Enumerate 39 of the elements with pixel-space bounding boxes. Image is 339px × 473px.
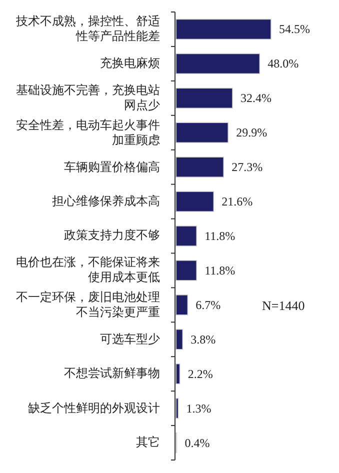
- data-label: 1.3%: [186, 401, 212, 416]
- bar: [176, 294, 188, 316]
- bar: [176, 363, 180, 384]
- y-tick-label: 政策支持力度不够: [63, 227, 160, 244]
- bar: [176, 122, 229, 144]
- data-label: 27.3%: [232, 160, 263, 174]
- y-tick-label: 其它: [135, 434, 160, 452]
- bar: [176, 398, 179, 419]
- bar: [176, 328, 184, 350]
- data-label: 29.9%: [236, 126, 268, 140]
- bar: [176, 191, 214, 212]
- y-tick-label: 充换电麻烦: [99, 55, 160, 72]
- data-label: 54.5%: [279, 22, 310, 36]
- y-tick-label: 安全性差，电动车起火事件加重顾虑: [15, 116, 160, 149]
- data-label: 32.4%: [240, 91, 272, 106]
- data-label: 11.8%: [204, 263, 236, 278]
- data-label: 48.0%: [268, 56, 299, 71]
- y-tick-label: 技术不成熟，操控性、舒适性等产品性能差: [15, 13, 160, 46]
- data-label: 21.6%: [222, 194, 253, 209]
- y-tick-label: 担心维修保养成本高: [51, 193, 160, 210]
- y-tick-label: 基础设施不完善，充换电站网点少: [15, 82, 160, 114]
- bar: [176, 226, 197, 246]
- bar: [176, 156, 224, 178]
- data-label: 3.8%: [190, 332, 216, 346]
- data-label: 11.8%: [204, 229, 236, 243]
- bar: [176, 260, 197, 281]
- data-label: 2.2%: [188, 366, 213, 381]
- data-label: 0.4%: [184, 436, 210, 450]
- y-tick-label: 电价也在涨，不能保证将来使用成本更低: [15, 254, 160, 286]
- annotation: N=1440: [262, 298, 305, 313]
- data-label: 6.7%: [196, 298, 221, 312]
- y-tick-label: 缺乏个性鲜明的外观设计: [27, 400, 160, 417]
- y-tick-label: 不一定环保，废旧电池处理不当污染更严重: [15, 288, 160, 321]
- bar: [176, 18, 272, 40]
- bar: [176, 53, 260, 74]
- bar: [176, 88, 233, 109]
- y-tick-label: 车辆购置价格偏高: [63, 158, 160, 176]
- y-tick-label: 可选车型少: [99, 330, 160, 348]
- y-tick-label: 不想尝试新鲜事物: [63, 365, 160, 382]
